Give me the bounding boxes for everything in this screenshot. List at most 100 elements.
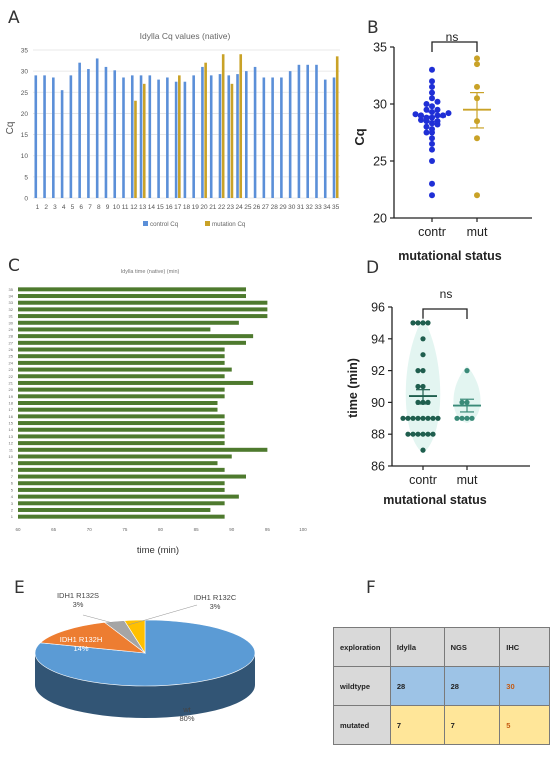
y-tick-label: 20 — [21, 111, 29, 118]
chart-d-ylabel: time (min) — [346, 358, 360, 418]
pie-label: IDH1 R132H — [60, 635, 103, 644]
panel-label-c: C — [8, 256, 20, 276]
table-cell: 7 — [389, 705, 445, 745]
pie-percent: 3% — [210, 602, 221, 611]
x-tick-label: 19 — [192, 204, 200, 211]
x-tick-label: contr — [409, 473, 437, 487]
data-point — [474, 83, 480, 90]
data-point — [474, 55, 480, 62]
significance-bracket — [422, 308, 468, 319]
x-tick-label: 16 — [165, 204, 173, 211]
bar — [18, 360, 225, 365]
bar — [87, 69, 90, 199]
y-tick-label: 6 — [11, 481, 14, 486]
data-point — [418, 112, 424, 119]
bar — [18, 421, 225, 426]
bar — [130, 75, 134, 198]
y-tick-label: 20 — [373, 212, 387, 226]
x-tick-label: 17 — [174, 204, 182, 211]
y-tick-label: 25 — [373, 155, 387, 169]
x-tick-label: 85 — [194, 527, 200, 532]
bar — [113, 70, 117, 198]
y-tick-label: 14 — [9, 427, 14, 432]
bar — [239, 54, 243, 198]
chart-c-title: Idylla time (native) (min) — [121, 269, 180, 275]
pie-slice — [39, 622, 147, 654]
y-tick-label: 21 — [9, 380, 14, 385]
bar — [280, 77, 283, 198]
y-tick-label: 33 — [9, 300, 14, 305]
pie-percent: 80% — [179, 714, 194, 723]
bar — [104, 66, 108, 198]
x-tick-label: 1 — [36, 204, 40, 211]
bar — [221, 54, 225, 198]
data-point — [423, 106, 430, 113]
chart-c-time-bars: Idylla time (native) (min) time (min) 12… — [9, 269, 308, 556]
data-point — [420, 415, 426, 421]
y-tick-label: 23 — [9, 367, 14, 372]
bar — [78, 62, 81, 198]
bar — [18, 447, 268, 452]
chart-a-ylabel: Cq — [5, 122, 16, 135]
data-point — [429, 140, 435, 147]
y-tick-label: 3 — [11, 501, 14, 506]
data-point — [429, 78, 435, 85]
bar — [253, 66, 257, 198]
bar — [18, 461, 218, 466]
bar — [18, 354, 225, 359]
data-point — [429, 146, 435, 153]
data-point — [410, 320, 416, 326]
bar — [201, 66, 204, 198]
x-tick-label: 13 — [139, 204, 147, 211]
bar — [271, 77, 274, 198]
y-tick-label: 12 — [9, 441, 14, 446]
x-tick-label: 28 — [271, 204, 279, 211]
y-tick-label: 22 — [9, 374, 14, 379]
data-point — [430, 415, 436, 421]
y-tick-label: 17 — [9, 407, 14, 412]
bar — [18, 380, 254, 385]
y-tick-label: 26 — [9, 347, 14, 352]
bar — [18, 340, 246, 345]
x-tick-label: 10 — [113, 204, 121, 211]
data-point — [429, 120, 435, 127]
y-tick-label: 9 — [11, 461, 14, 466]
bar — [174, 81, 178, 198]
data-point — [435, 415, 441, 421]
data-point — [459, 415, 465, 421]
table-cell: 30 — [499, 666, 550, 706]
y-tick-label: 19 — [9, 394, 14, 399]
bar — [209, 75, 213, 198]
bar — [18, 307, 268, 312]
y-tick-label: 30 — [9, 320, 14, 325]
bar — [52, 77, 55, 198]
y-tick-label: 92 — [371, 364, 385, 378]
bar — [178, 75, 181, 198]
x-tick-label: 34 — [323, 204, 331, 211]
data-point — [410, 431, 416, 437]
y-tick-label: 11 — [9, 447, 14, 452]
table-cell: 7 — [443, 705, 501, 745]
x-tick-label: 9 — [106, 204, 110, 211]
data-point — [400, 415, 406, 421]
x-tick-label: 8 — [97, 204, 101, 211]
y-tick-label: 15 — [9, 421, 14, 426]
data-point — [420, 368, 426, 374]
pie-label: wt — [182, 705, 191, 714]
data-point — [429, 83, 435, 90]
x-tick-label: 90 — [229, 527, 235, 532]
bar — [18, 374, 225, 379]
bar — [323, 79, 327, 198]
x-tick-label: 6 — [79, 204, 83, 211]
table-header-row: exploration Idylla NGS IHC — [333, 627, 550, 667]
data-point — [418, 116, 424, 123]
x-tick-label: 18 — [183, 204, 191, 211]
data-point — [423, 114, 430, 121]
y-tick-label: 5 — [24, 174, 28, 181]
data-point — [459, 399, 465, 405]
bar — [18, 467, 225, 472]
y-tick-label: 86 — [371, 460, 385, 474]
table-header-ihc: IHC — [499, 627, 550, 667]
y-tick-label: 20 — [9, 387, 14, 392]
y-tick-label: 25 — [21, 90, 29, 97]
